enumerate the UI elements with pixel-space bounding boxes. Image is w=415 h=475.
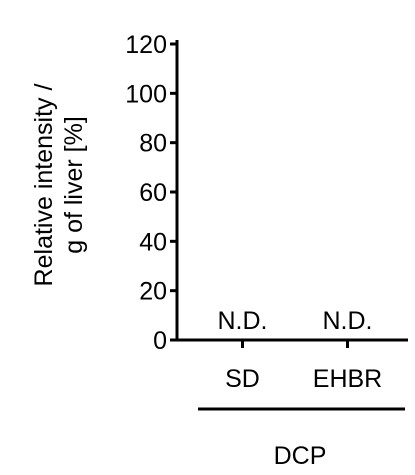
data-label-ehbr: N.D. <box>323 307 373 335</box>
category-label-sd: SD <box>225 365 260 393</box>
y-tick-label: 60 <box>139 179 167 207</box>
category-label-ehbr: EHBR <box>313 365 382 393</box>
y-ticks: 0 20 40 60 80 100 120 <box>125 31 177 355</box>
data-label-sd: N.D. <box>218 307 268 335</box>
y-tick-label: 100 <box>125 80 167 108</box>
group-label: DCP <box>274 442 327 470</box>
y-tick-label: 20 <box>139 278 167 306</box>
ylabel-line-2: g of liver [%] <box>60 116 88 254</box>
y-axis-title: Relative intensity / g of liver [%] <box>30 84 88 287</box>
y-tick-label: 80 <box>139 130 167 158</box>
x-categories: N.D. SD N.D. EHBR <box>218 307 383 393</box>
y-tick-label: 0 <box>153 327 167 355</box>
ylabel-line-1: Relative intensity / <box>30 84 58 287</box>
y-tick-label: 40 <box>139 228 167 256</box>
y-tick-label: 120 <box>125 31 167 59</box>
